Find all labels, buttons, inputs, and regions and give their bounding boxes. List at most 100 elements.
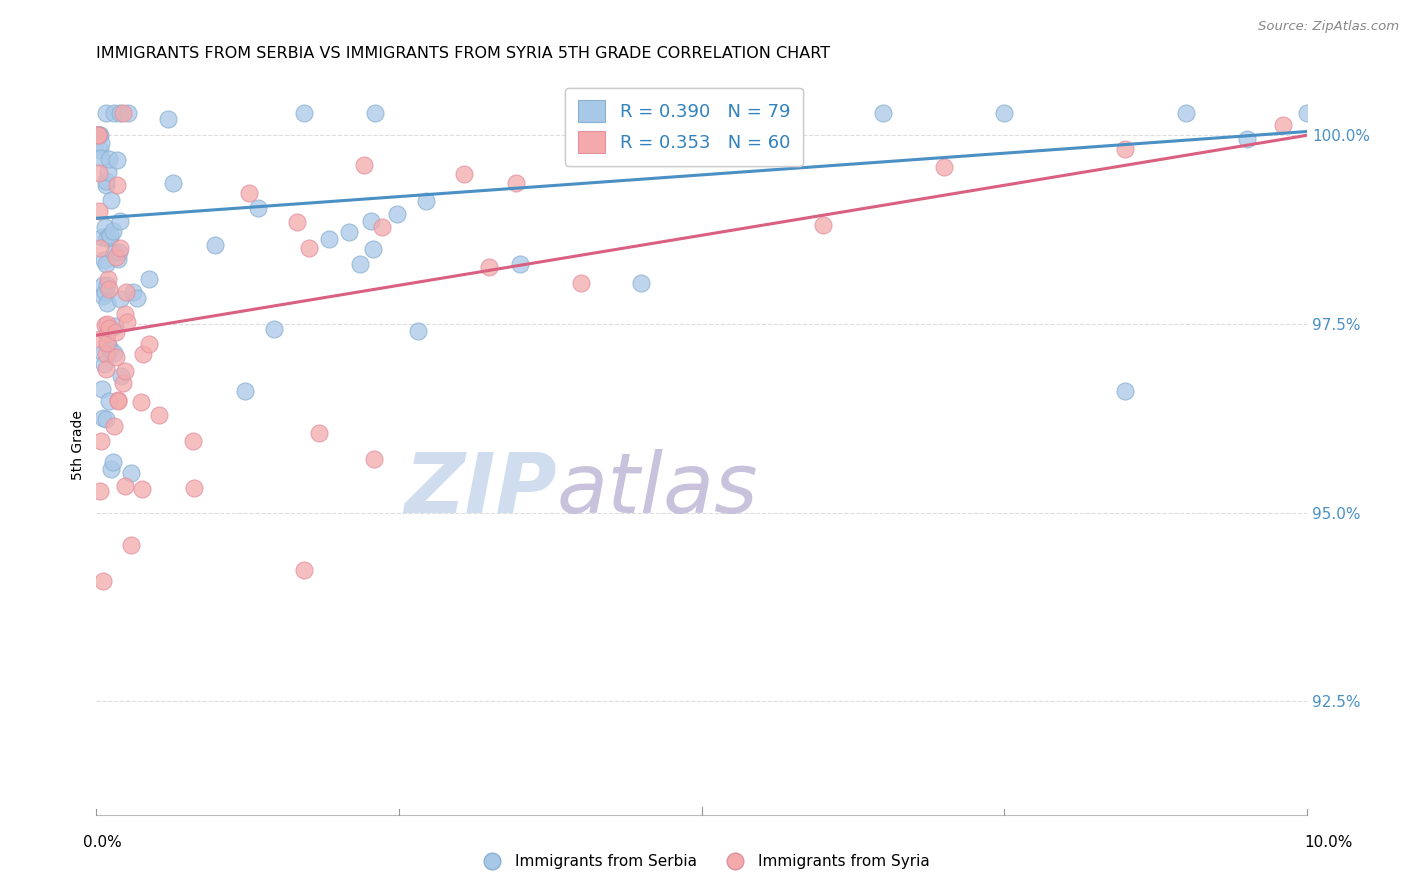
Point — [1114, 384, 1136, 398]
Point — [872, 105, 894, 120]
Point — [97, 282, 120, 296]
Point — [1271, 118, 1294, 132]
Point — [86, 128, 108, 143]
Point — [93, 357, 115, 371]
Point — [104, 250, 127, 264]
Point — [318, 232, 340, 246]
Point — [87, 128, 110, 143]
Point — [415, 194, 437, 209]
Point — [94, 105, 117, 120]
Point — [181, 434, 204, 449]
Point — [96, 317, 118, 331]
Point — [569, 277, 592, 291]
Point — [110, 241, 132, 255]
Point — [91, 289, 114, 303]
Point — [96, 257, 118, 271]
Point — [1296, 105, 1319, 120]
Legend: R = 0.390   N = 79, R = 0.353   N = 60: R = 0.390 N = 79, R = 0.353 N = 60 — [565, 87, 803, 166]
Point — [371, 219, 394, 234]
Point — [86, 128, 108, 143]
Point — [108, 214, 131, 228]
Text: 10.0%: 10.0% — [1305, 836, 1353, 850]
Point — [1236, 132, 1258, 146]
Point — [98, 227, 121, 242]
Point — [96, 174, 118, 188]
Point — [363, 105, 385, 120]
Point — [97, 165, 120, 179]
Text: IMMIGRANTS FROM SERBIA VS IMMIGRANTS FROM SYRIA 5TH GRADE CORRELATION CHART: IMMIGRANTS FROM SERBIA VS IMMIGRANTS FRO… — [97, 46, 831, 62]
Point — [162, 176, 184, 190]
Point — [108, 244, 131, 259]
Point — [103, 105, 125, 120]
Point — [292, 564, 315, 578]
Point — [94, 362, 117, 376]
Point — [91, 346, 114, 360]
Point — [108, 105, 131, 120]
Point — [94, 347, 117, 361]
Point — [97, 321, 120, 335]
Point — [292, 105, 315, 120]
Point — [90, 229, 112, 244]
Point — [91, 382, 114, 396]
Point — [129, 394, 152, 409]
Point — [96, 231, 118, 245]
Legend: Immigrants from Serbia, Immigrants from Syria: Immigrants from Serbia, Immigrants from … — [471, 848, 935, 875]
Point — [103, 419, 125, 434]
Point — [110, 369, 132, 384]
Point — [96, 335, 118, 350]
Point — [87, 128, 110, 143]
Point — [148, 408, 170, 422]
Point — [93, 411, 115, 425]
Point — [138, 272, 160, 286]
Point — [89, 128, 111, 143]
Point — [107, 393, 129, 408]
Point — [751, 145, 773, 160]
Point — [114, 307, 136, 321]
Point — [89, 483, 111, 498]
Point — [87, 128, 110, 143]
Y-axis label: 5th Grade: 5th Grade — [72, 409, 86, 480]
Point — [100, 462, 122, 476]
Point — [97, 272, 120, 286]
Point — [108, 292, 131, 306]
Point — [308, 426, 330, 441]
Point — [87, 203, 110, 218]
Point — [90, 434, 112, 449]
Point — [131, 483, 153, 497]
Point — [103, 346, 125, 360]
Text: atlas: atlas — [557, 449, 758, 530]
Point — [1175, 105, 1198, 120]
Point — [811, 218, 834, 232]
Point — [509, 257, 531, 271]
Point — [505, 176, 527, 190]
Point — [107, 392, 129, 407]
Point — [107, 252, 129, 266]
Point — [453, 167, 475, 181]
Point — [98, 393, 121, 408]
Point — [96, 178, 118, 192]
Point — [103, 224, 125, 238]
Point — [86, 128, 108, 143]
Point — [104, 318, 127, 333]
Point — [120, 466, 142, 480]
Point — [478, 260, 501, 275]
Point — [89, 144, 111, 158]
Point — [89, 332, 111, 346]
Point — [360, 213, 382, 227]
Point — [349, 257, 371, 271]
Point — [263, 322, 285, 336]
Point — [114, 364, 136, 378]
Point — [337, 225, 360, 239]
Point — [90, 136, 112, 150]
Point — [115, 285, 138, 299]
Point — [105, 153, 128, 168]
Point — [111, 376, 134, 390]
Point — [105, 178, 128, 193]
Point — [932, 160, 955, 174]
Point — [363, 452, 385, 467]
Point — [138, 336, 160, 351]
Point — [690, 105, 713, 120]
Point — [90, 151, 112, 165]
Point — [406, 324, 429, 338]
Point — [96, 327, 118, 342]
